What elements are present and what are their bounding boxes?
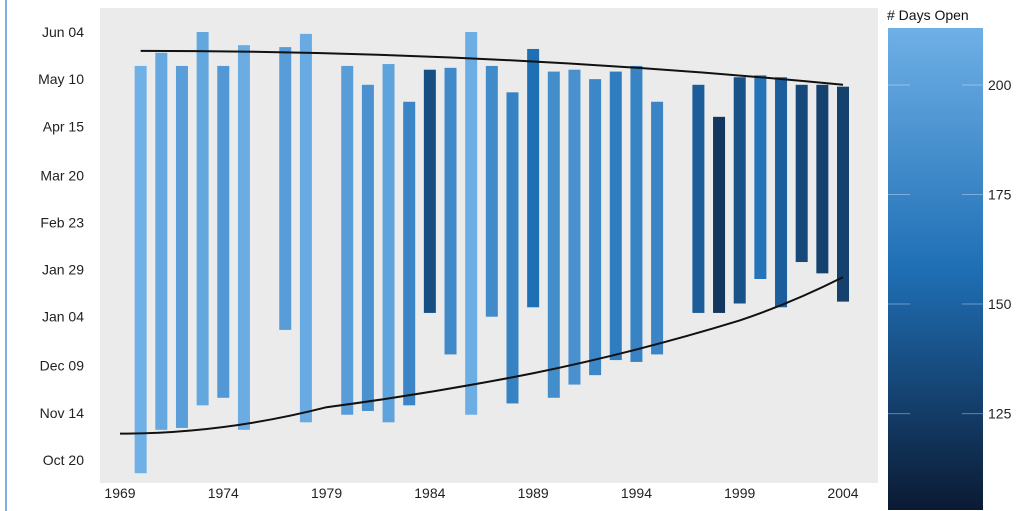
- bar-1977: [279, 47, 292, 330]
- x-tick-label: 1999: [724, 485, 755, 501]
- bar-2002: [795, 84, 808, 263]
- bar-1970: [134, 65, 147, 474]
- x-tick-label: 1984: [414, 485, 445, 501]
- bar-1981: [361, 84, 374, 411]
- colorbar: # Days Open 125 150 175 200: [887, 7, 1012, 510]
- bar-1993: [609, 71, 622, 361]
- bar-1988: [506, 92, 519, 404]
- bar-1998: [713, 116, 726, 313]
- y-tick-label: Jan 29: [42, 262, 84, 278]
- bar-1971: [155, 52, 168, 430]
- x-tick-label: 2004: [827, 485, 858, 501]
- y-tick-label: Feb 23: [40, 214, 84, 230]
- y-tick-label: Mar 20: [40, 167, 84, 183]
- colorbar-tick-label: 175: [988, 187, 1012, 203]
- colorbar-title: # Days Open: [887, 7, 969, 23]
- lower-trend-line: [119, 276, 844, 435]
- x-axis: 1969 1974 1979 1984 1989 1994 1999 2004: [104, 485, 858, 501]
- y-tick-label: Dec 09: [40, 358, 85, 374]
- bar-1986: [465, 32, 478, 415]
- colorbar-gradient: [888, 28, 983, 510]
- bar-1974: [217, 65, 230, 398]
- bar-1983: [403, 101, 416, 406]
- y-tick-label: May 10: [38, 71, 84, 87]
- y-tick-label: Nov 14: [40, 405, 85, 421]
- x-tick-label: 1989: [518, 485, 549, 501]
- bar-1989: [527, 48, 540, 308]
- y-tick-label: Oct 20: [43, 452, 84, 468]
- x-tick-label: 1974: [208, 485, 239, 501]
- bar-1992: [589, 79, 602, 376]
- bar-2004: [837, 86, 849, 302]
- bar-2001: [775, 77, 788, 308]
- x-tick-label: 1994: [621, 485, 652, 501]
- trend-lines-layer: [119, 49, 844, 435]
- colorbar-tick-label: 200: [988, 77, 1012, 93]
- bar-1985: [444, 67, 457, 355]
- bar-1999: [733, 77, 746, 304]
- upper-trend-line: [140, 49, 844, 86]
- y-tick-label: Apr 15: [43, 118, 84, 134]
- bar-1997: [692, 84, 705, 313]
- bar-1982: [382, 64, 395, 423]
- bar-1975: [237, 45, 250, 430]
- bar-1991: [568, 69, 581, 385]
- x-tick-label: 1969: [104, 485, 135, 501]
- colorbar-tick-label: 125: [988, 406, 1012, 422]
- bar-1987: [485, 65, 498, 317]
- colorbar-tick-label: 150: [988, 296, 1012, 312]
- bar-2000: [754, 75, 767, 279]
- colorbar-ticks: 125 150 175 200: [888, 77, 1012, 422]
- bar-1980: [341, 65, 354, 415]
- y-tick-label: Jan 04: [42, 309, 84, 325]
- bar-1972: [175, 65, 188, 428]
- bar-1990: [547, 71, 560, 398]
- bars-layer: [134, 32, 849, 474]
- bar-1978: [299, 33, 312, 423]
- bar-1973: [196, 32, 209, 406]
- y-axis: Oct 20 Nov 14 Dec 09 Jan 04 Jan 29 Feb 23 Mar …: [38, 24, 84, 468]
- bar-1984: [423, 69, 436, 313]
- bar-1994: [630, 65, 643, 362]
- x-tick-label: 1979: [311, 485, 342, 501]
- bar-2003: [816, 84, 829, 274]
- bar-1995: [651, 101, 664, 355]
- y-tick-label: Jun 04: [42, 24, 84, 40]
